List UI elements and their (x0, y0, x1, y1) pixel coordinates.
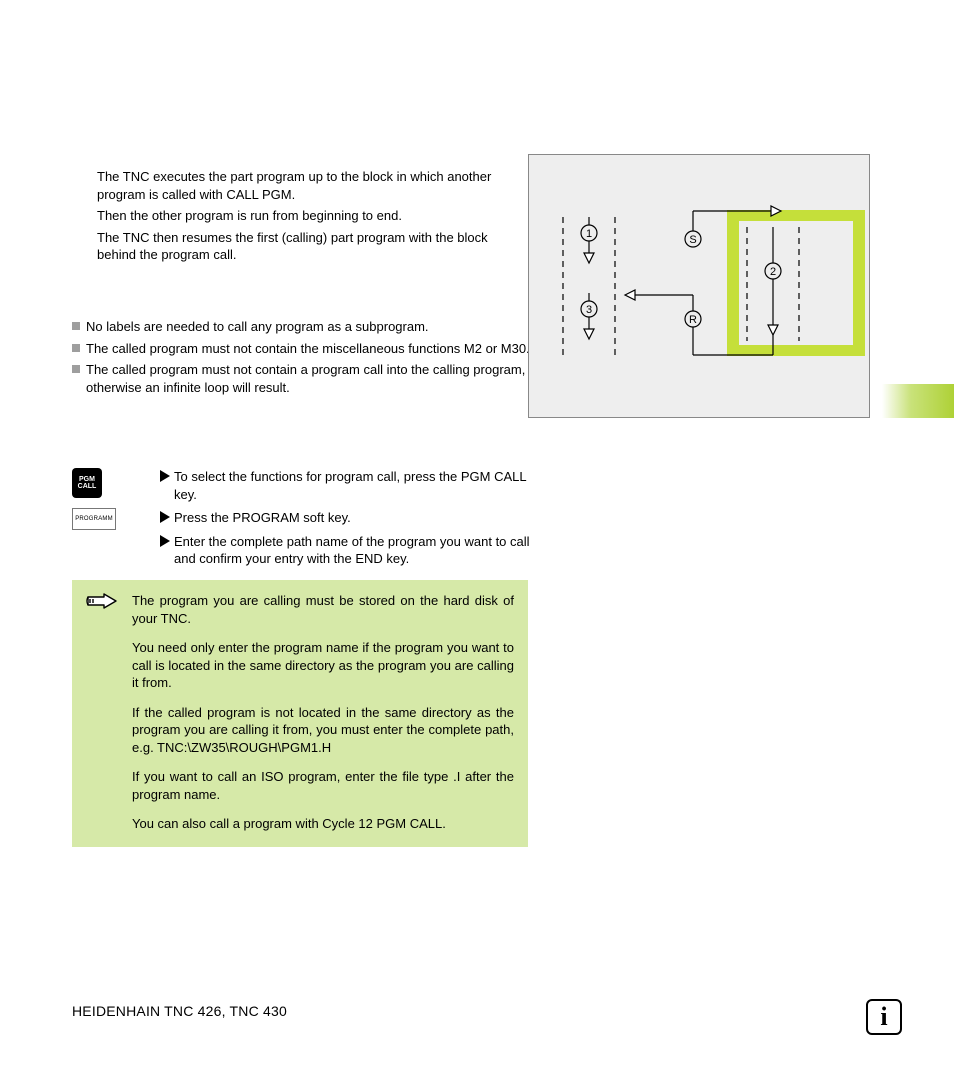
triangle-bullet-icon (160, 535, 170, 547)
program-call-diagram: 1 3 S R (528, 154, 870, 418)
note-text: You can also call a program with Cycle 1… (132, 815, 514, 833)
key-icons: PGM CALL PROGRAMM (72, 468, 136, 530)
svg-text:S: S (689, 234, 696, 246)
square-bullet-icon (72, 365, 80, 373)
program-softkey-icon: PROGRAMM (72, 508, 116, 530)
svg-text:1: 1 (586, 228, 592, 240)
step-text: Press the PROGRAM soft key. (174, 509, 351, 527)
note-text: You need only enter the program name if … (132, 639, 514, 692)
note-text: The called program must not contain a pr… (86, 361, 532, 396)
svg-text:R: R (689, 314, 697, 326)
key-label: PROGRAMM (75, 516, 113, 522)
list-item: No labels are needed to call any program… (72, 318, 532, 336)
square-bullet-icon (72, 344, 80, 352)
info-icon: i (866, 999, 902, 1035)
list-item: The called program must not contain a pr… (72, 361, 532, 396)
info-glyph: i (880, 1002, 887, 1032)
svg-text:3: 3 (586, 304, 592, 316)
triangle-bullet-icon (160, 470, 170, 482)
step-text: To select the functions for program call… (174, 468, 536, 503)
intro-p1: The TNC executes the part program up to … (97, 168, 525, 203)
footer-text: HEIDENHAIN TNC 426, TNC 430 (72, 1003, 287, 1019)
intro-p3: The TNC then resumes the first (calling)… (97, 229, 525, 264)
note-text: If you want to call an ISO program, ente… (132, 768, 514, 803)
step-text: Enter the complete path name of the prog… (174, 533, 536, 568)
steps-list: To select the functions for program call… (160, 468, 536, 574)
note-text: No labels are needed to call any program… (86, 318, 429, 336)
key-label: CALL (78, 483, 97, 490)
note-text: If the called program is not located in … (132, 704, 514, 757)
intro-p2: Then the other program is run from begin… (97, 207, 525, 225)
svg-text:2: 2 (770, 266, 776, 278)
triangle-bullet-icon (160, 511, 170, 523)
list-item: To select the functions for program call… (160, 468, 536, 503)
list-item: The called program must not contain the … (72, 340, 532, 358)
diagram-svg: 1 3 S R (529, 155, 869, 417)
pointing-hand-icon (86, 590, 120, 619)
intro-block: The TNC executes the part program up to … (85, 168, 525, 264)
square-bullet-icon (72, 322, 80, 330)
note-callout: The program you are calling must be stor… (72, 580, 528, 847)
list-item: Enter the complete path name of the prog… (160, 533, 536, 568)
list-item: Press the PROGRAM soft key. (160, 509, 536, 527)
pgm-call-key-icon: PGM CALL (72, 468, 102, 498)
note-text: The called program must not contain the … (86, 340, 530, 358)
key-label: PGM (79, 476, 95, 483)
page-edge-tab (882, 384, 954, 418)
note-text: The program you are calling must be stor… (132, 592, 514, 627)
notes-list: No labels are needed to call any program… (72, 318, 532, 400)
